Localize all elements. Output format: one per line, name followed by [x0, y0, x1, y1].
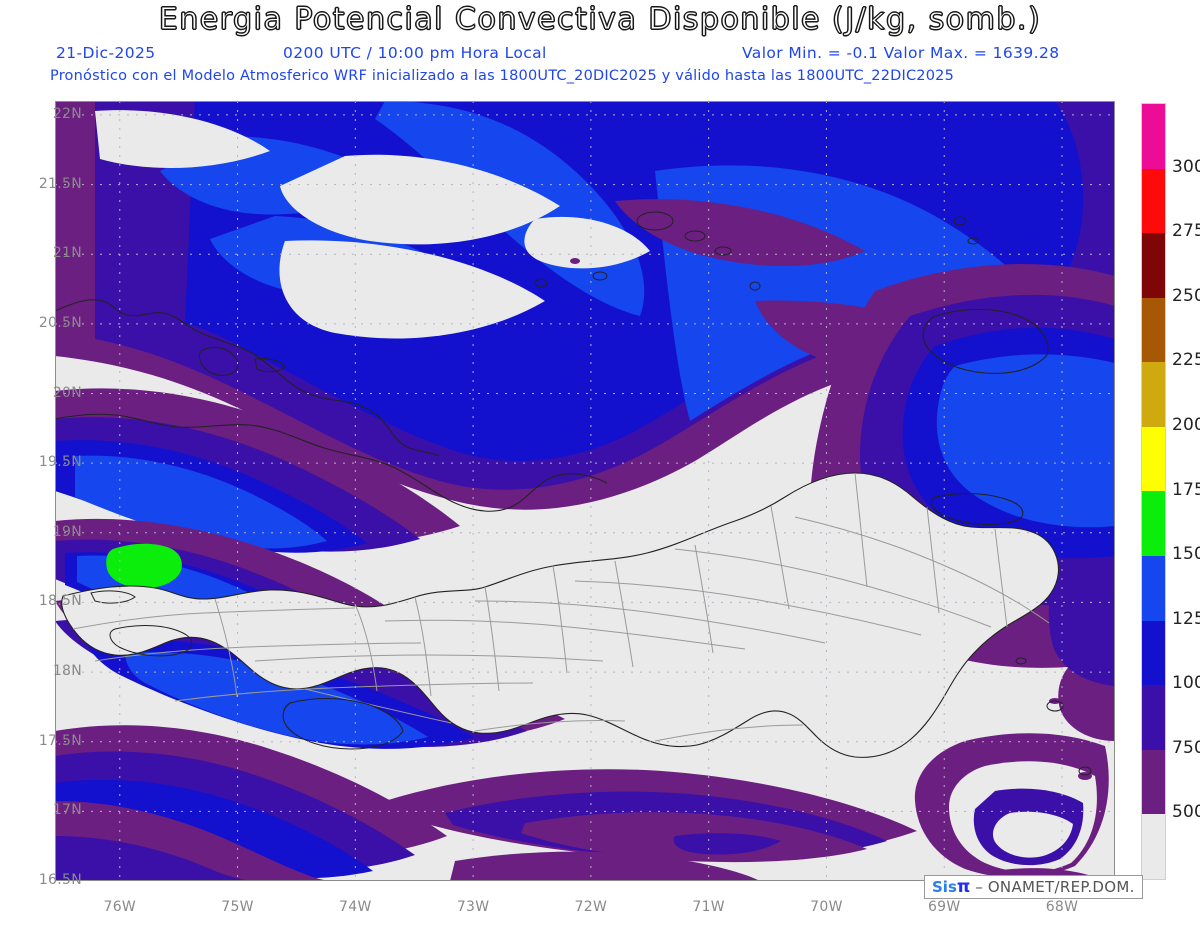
provider-logo: Sis π – ONAMET/REP.DOM.: [924, 875, 1143, 899]
chart-header: Energia Potencial Convectiva Disponible …: [0, 0, 1200, 95]
colorbar-band: [1142, 168, 1165, 234]
lat-tick-label: 19.5N: [38, 454, 82, 471]
cape-contour-band: [106, 543, 182, 589]
colorbar-tick-label: 1500: [1172, 544, 1200, 565]
lat-tick-label: 17N: [52, 802, 82, 819]
colorbar-tick-label: 2000: [1172, 414, 1200, 435]
colorbar-band: [1142, 685, 1165, 750]
forecast-date: 21-Dic-2025: [56, 44, 156, 62]
lat-tick-label: 19N: [52, 523, 82, 540]
cape-contour-band: [1048, 573, 1115, 686]
colorbar-tick-label: 500: [1172, 802, 1200, 823]
logo-organization: ONAMET/REP.DOM.: [987, 878, 1135, 896]
lon-tick-label: 68W: [1045, 899, 1079, 915]
lon-tick-label: 74W: [339, 899, 372, 915]
colorbar-tick-label: 1750: [1172, 479, 1200, 500]
colorbar-band: [1142, 104, 1165, 169]
lon-tick-label: 75W: [221, 899, 254, 915]
lat-tick-label: 18.5N: [38, 593, 82, 610]
cape-contour-band: [810, 228, 820, 234]
colorbar-band: [1142, 362, 1165, 427]
lon-tick-label: 71W: [692, 899, 725, 915]
lat-tick-label: 20N: [52, 384, 82, 401]
logo-sis-text: Sis: [932, 878, 957, 896]
cape-contour-band: [570, 258, 580, 264]
lon-tick-label: 72W: [574, 899, 608, 915]
lat-tick-label: 21.5N: [38, 175, 82, 192]
colorbar-band: [1142, 620, 1165, 686]
colorbar-tick-label: 1000: [1172, 673, 1200, 694]
lat-tick-label: 22N: [52, 105, 82, 122]
colorbar-band: [1142, 426, 1165, 492]
lat-tick-label: 18N: [52, 663, 82, 680]
map-plot-area[interactable]: [55, 101, 1115, 881]
model-description: Pronóstico con el Modelo Atmosferico WRF…: [50, 68, 955, 84]
lat-tick-label: 16.5N: [38, 872, 82, 888]
colorbar-tick-label: 2500: [1172, 285, 1200, 306]
lon-tick-label: 76W: [103, 899, 137, 915]
colorbar-tick-label: 2750: [1172, 221, 1200, 242]
value-min-max: Valor Min. = -0.1 Valor Max. = 1639.28: [742, 44, 1060, 62]
page-title: Energia Potencial Convectiva Disponible …: [158, 2, 1042, 38]
colorbar-band: [1142, 297, 1165, 363]
colorbar-band: [1142, 233, 1165, 298]
logo-separator: –: [975, 878, 983, 896]
lat-tick-label: 17.5N: [38, 732, 82, 749]
colorbar-tick-label: 2250: [1172, 350, 1200, 371]
colorbar-tick-label: 3000: [1172, 156, 1200, 177]
forecast-time: 0200 UTC / 10:00 pm Hora Local: [283, 44, 547, 62]
colorbar-band: [1142, 491, 1165, 557]
lat-tick-label: 20.5N: [38, 314, 82, 331]
cape-shading-layer: [55, 101, 1115, 881]
lat-tick-label: 21N: [52, 245, 82, 262]
colorbar-band: [1142, 749, 1165, 815]
lon-tick-label: 70W: [810, 899, 843, 915]
colorbar-band: [1142, 814, 1165, 879]
colorbar-tick-label: 750: [1172, 737, 1200, 758]
lon-tick-label: 73W: [456, 899, 490, 915]
colorbar-band: [1142, 556, 1165, 621]
logo-pi-icon: π: [956, 877, 971, 897]
colorbar-tick-label: 1250: [1172, 608, 1200, 629]
colorbar[interactable]: [1141, 103, 1166, 880]
lon-tick-label: 69W: [927, 899, 961, 915]
